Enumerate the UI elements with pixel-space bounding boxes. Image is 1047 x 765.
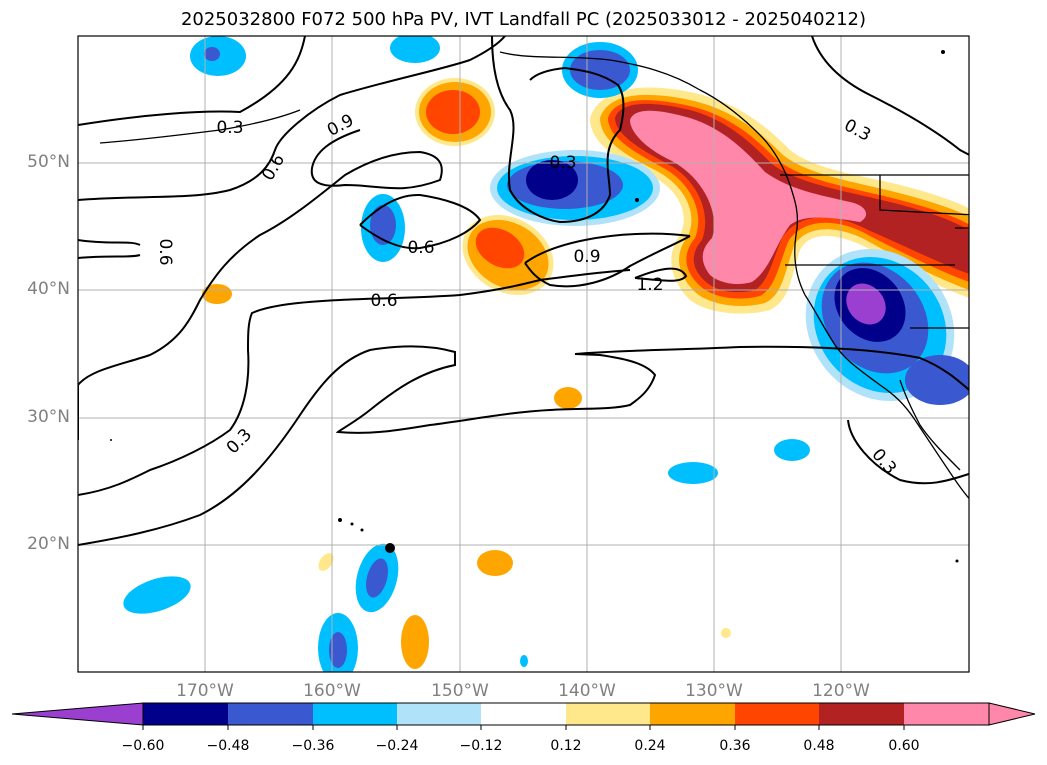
lon-label: 130°W — [685, 681, 743, 701]
map-frame — [77, 35, 970, 673]
colorbar-tick-label: 0.24 — [634, 738, 666, 754]
contour-label: 1.2 — [636, 275, 663, 295]
lon-label: 160°W — [303, 681, 361, 701]
colorbar-extend-high — [988, 702, 1036, 726]
lat-label: 40°N — [27, 279, 70, 299]
colorbar-tick-label: 0.60 — [888, 738, 920, 754]
pv-contours — [78, 36, 969, 546]
colorbar-segment — [904, 703, 989, 725]
colorbar-tick-label: 0.12 — [550, 738, 582, 754]
contour-label: 0.6 — [407, 238, 434, 258]
contour-label: 0.9 — [573, 247, 600, 267]
colorbar-tick-label: −0.48 — [206, 738, 250, 754]
plot-area — [78, 36, 969, 672]
negative-anomaly-regions — [123, 36, 969, 672]
lon-label: 150°W — [431, 681, 489, 701]
colorbar-segment — [143, 703, 228, 725]
contour-label: 0.3 — [549, 153, 576, 173]
lon-label: 140°W — [558, 681, 616, 701]
colorbar-extend-low — [11, 702, 144, 726]
colorbar-tick-label: 0.36 — [719, 738, 751, 754]
colorbar-segment — [228, 703, 313, 725]
colorbar-tick-label: −0.36 — [291, 738, 335, 754]
colorbar-segment — [566, 703, 650, 725]
colorbar-segment — [481, 703, 566, 725]
colorbar — [11, 702, 1036, 730]
colorbar-segment — [397, 703, 481, 725]
colorbar-segment — [650, 703, 735, 725]
map-title: 2025032800 F072 500 hPa PV, IVT Landfall… — [180, 9, 867, 30]
contour-label: 0.3 — [216, 118, 243, 138]
islands — [110, 50, 959, 563]
colorbar-tick-label: −0.60 — [121, 738, 165, 754]
colorbar-segment — [313, 703, 397, 725]
lat-label: 30°N — [27, 407, 70, 427]
lat-label: 20°N — [27, 534, 70, 554]
contour-label: 0.6 — [370, 291, 397, 311]
contour-label: 0.6 — [155, 238, 175, 265]
colorbar-segment — [819, 703, 904, 725]
lon-label: 120°W — [812, 681, 870, 701]
colorbar-tick-label: 0.48 — [803, 738, 835, 754]
lon-label: 170°W — [176, 681, 234, 701]
gridlines — [78, 36, 969, 672]
colorbar-tick-label: −0.24 — [375, 738, 419, 754]
colorbar-segment — [735, 703, 819, 725]
colorbar-tick-label: −0.12 — [459, 738, 503, 754]
positive-anomaly-plume — [202, 78, 969, 669]
lat-label: 50°N — [27, 152, 70, 172]
coastlines — [99, 51, 969, 500]
